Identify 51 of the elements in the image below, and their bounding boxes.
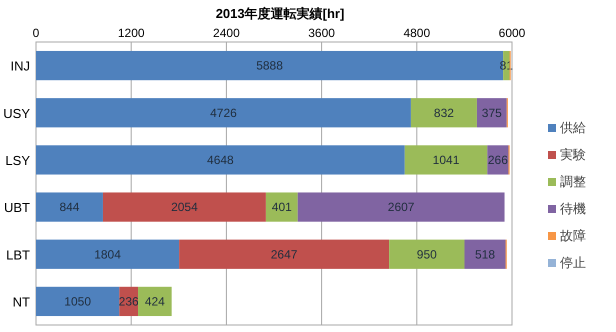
data-label: 5888 (256, 58, 284, 73)
data-label: 518 (475, 247, 496, 262)
data-label: 1804 (94, 247, 122, 262)
data-label: 832 (434, 106, 454, 120)
bar (476, 98, 507, 128)
data-label: 266 (488, 152, 508, 167)
data-label: 4726 (210, 106, 238, 120)
bar (179, 240, 390, 269)
data-label: 2054 (171, 200, 198, 214)
chart-title: 2013年度運転実績[hr] (216, 6, 344, 21)
x-tick-label: 6000 (498, 26, 526, 40)
y-tick-label: LSY (5, 152, 30, 168)
x-tick-label: 2400 (213, 26, 240, 40)
data-label: 844 (59, 200, 80, 214)
x-tick-label: 3600 (308, 26, 336, 40)
bar (36, 145, 405, 175)
legend-label: 供給 (560, 120, 586, 135)
data-label: 4648 (207, 152, 234, 167)
legend-label: 調整 (560, 174, 586, 189)
legend-label: 停止 (560, 255, 586, 270)
x-tick-label: 4800 (403, 26, 430, 40)
y-tick-label: NT (12, 294, 30, 310)
bar (36, 240, 180, 269)
bar (298, 192, 505, 222)
bar (36, 286, 120, 316)
data-label: 424 (144, 294, 166, 308)
legend-label: 実験 (560, 147, 586, 162)
legend-label: 待機 (560, 201, 586, 216)
data-label: 375 (482, 106, 502, 120)
bar (266, 192, 298, 222)
data-label: 2607 (388, 200, 415, 214)
y-tick-label: UBT (4, 200, 30, 216)
bar (464, 240, 506, 269)
legend-label: 故障 (560, 228, 586, 243)
bar (102, 192, 266, 222)
y-tick-label: USY (3, 106, 30, 121)
data-label: 1041 (432, 152, 460, 167)
data-label: 2647 (270, 247, 298, 262)
bar (138, 286, 172, 316)
bar (404, 145, 488, 175)
bar (36, 98, 411, 128)
data-label: 950 (416, 247, 438, 262)
x-tick-label: 0 (32, 26, 40, 40)
bar (36, 192, 103, 222)
x-tick-label: 1200 (118, 26, 145, 40)
bar (389, 240, 464, 269)
data-label: 401 (272, 200, 292, 214)
data-label: 1050 (64, 294, 92, 308)
y-tick-label: INJ (10, 58, 30, 74)
bar (410, 98, 477, 128)
y-tick-label: LBT (6, 247, 30, 262)
